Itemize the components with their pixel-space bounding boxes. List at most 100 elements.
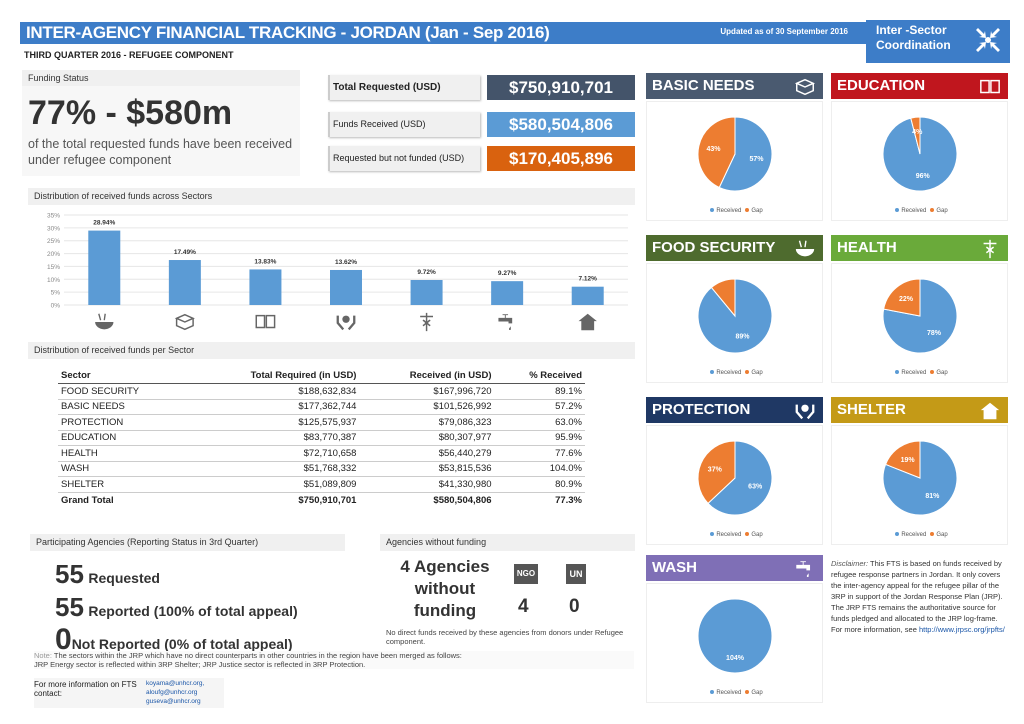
summary-value: $750,910,701 — [487, 75, 635, 100]
email-link[interactable]: koyama@unhcr.org, — [146, 680, 205, 687]
legend-gap: Gap — [751, 690, 763, 696]
bar-value-label: 7.12% — [578, 276, 597, 283]
funding-status-label: Funding Status — [22, 70, 300, 86]
grand-total-row: Grand Total $750,910,701 $580,504,806 77.3% — [58, 491, 585, 508]
pie-slice-received — [718, 116, 773, 192]
bowl-icon — [95, 313, 114, 330]
legend-gap: Gap — [751, 370, 763, 376]
coord-line1: Inter -Sector — [876, 23, 947, 37]
contact-box: For more information on FTS contact: koy… — [34, 678, 224, 708]
table-cell: FOOD SECURITY — [58, 383, 188, 400]
table-cell: BASIC NEEDS — [58, 399, 188, 415]
sector-funds-table: Sector Total Required (in USD) Received (i… — [58, 368, 585, 508]
table-row: HEALTH $72,710,658 $56,440,279 77.6% — [58, 445, 585, 462]
pie-slice-gap — [883, 278, 921, 317]
legend-gap: Gap — [936, 370, 948, 376]
total-cell: $580,504,806 — [359, 491, 495, 508]
no-funding-l1: 4 Agencies — [400, 557, 490, 576]
sector-bar-chart: 0% 5% 10% 15% 20% 25% 30% 35% 28.94% 17.49% 13.83%… — [47, 213, 628, 332]
arrows-converge-icon — [976, 28, 1000, 52]
summary-value: $170,405,896 — [487, 146, 635, 171]
pie-slice-gap — [710, 278, 736, 318]
sector-title: HEALTH — [837, 239, 897, 256]
column-header: % Received — [494, 368, 585, 384]
pie-slice-gap — [884, 440, 921, 479]
shelter-pie-card: 19% 81% Received Gap — [831, 425, 1008, 545]
table-cell: 57.2% — [494, 399, 585, 415]
legend-received: Received — [716, 532, 742, 538]
pie-slice-received — [882, 440, 958, 516]
table-header: Sector Total Required (in USD) Received (i… — [58, 368, 585, 384]
pie-slice-received — [697, 598, 773, 674]
y-tick-label: 20% — [47, 251, 60, 258]
received-label: 81% — [925, 493, 940, 500]
no-funding-note: No direct funds received by these agenci… — [386, 628, 624, 646]
tap-icon — [796, 561, 811, 578]
gap-label: 19% — [901, 457, 916, 464]
funding-status-panel: Funding Status 77% - $580m of the total … — [22, 70, 300, 176]
bar-value-label: 13.62% — [335, 259, 357, 266]
sector-title: PROTECTION — [652, 401, 751, 418]
bowl-icon — [795, 240, 815, 257]
y-tick-label: 30% — [47, 225, 60, 232]
jrpfts-link[interactable]: http://www.jrpsc.org/jrpfts/ — [918, 625, 1005, 634]
total-cell: $750,910,701 — [187, 491, 360, 508]
summary-row: Requested but not funded (USD) $170,405,8… — [328, 146, 635, 171]
y-tick-label: 10% — [47, 277, 60, 284]
education-pie-card: 4% 96% Received Gap — [831, 101, 1008, 221]
no-funding-headline: 4 Agencies without funding — [395, 556, 495, 622]
book-icon — [255, 314, 276, 329]
summary-label: Total Requested (USD) — [328, 75, 480, 100]
agencies-stats: 55 Requested 55 Reported (100% of total … — [55, 560, 298, 659]
ngo-icon: NGO — [514, 564, 538, 584]
gap-label: 37% — [708, 466, 723, 473]
y-tick-label: 0% — [51, 303, 61, 310]
requested-label: Requested — [88, 570, 160, 586]
table-cell: 89.1% — [494, 383, 585, 400]
caduceus-icon — [420, 312, 433, 332]
email-link[interactable]: aloufg@unhcr.org — [146, 689, 198, 696]
basic-needs-header: BASIC NEEDS — [646, 73, 823, 99]
table-cell: $51,768,332 — [187, 461, 360, 477]
legend-received: Received — [901, 208, 927, 214]
no-funding-l3: funding — [413, 601, 477, 620]
pie-slice-received — [707, 440, 773, 516]
pie-legend: Received Gap — [832, 370, 1007, 376]
received-label: 63% — [748, 484, 763, 491]
email-link[interactable]: guseva@unhcr.org — [146, 698, 201, 705]
updated-date: Updated as of 30 September 2016 — [720, 27, 848, 36]
bar-value-label: 13.83% — [254, 258, 276, 265]
gap-label: 43% — [707, 146, 722, 153]
table-row: BASIC NEEDS $177,362,744 $101,526,992 57.2% — [58, 399, 585, 415]
bar-chart-title: Distribution of received funds across Se… — [28, 188, 635, 205]
protection-pie-card: 37% 63% Received Gap — [646, 425, 823, 545]
summary-row: Funds Received (USD) $580,504,806 — [328, 112, 635, 137]
summary-label: Requested but not funded (USD) — [328, 146, 480, 171]
table-cell: WASH — [58, 461, 188, 477]
legend-gap: Gap — [751, 532, 763, 538]
contact-label: For more information on FTS contact: — [34, 680, 137, 698]
ngo-count: 4 — [518, 596, 529, 617]
table-cell: PROTECTION — [58, 414, 188, 431]
reported-label: Reported (100% of total appeal) — [88, 603, 298, 619]
health-header: HEALTH — [831, 235, 1008, 261]
box-icon — [794, 78, 816, 96]
summary-label: Funds Received (USD) — [328, 112, 480, 137]
house-icon — [578, 313, 597, 331]
total-cell: 77.3% — [494, 491, 585, 508]
contact-emails: koyama@unhcr.org, aloufg@unhcr.org guseva@… — [146, 679, 204, 706]
disclaimer-label: Disclaimer: — [831, 559, 869, 568]
legend-gap: Gap — [751, 208, 763, 214]
education-header: EDUCATION — [831, 73, 1008, 99]
bar-shelter — [571, 286, 604, 305]
bar-value-label: 9.27% — [498, 270, 517, 277]
summary-row: Total Requested (USD) $750,910,701 — [328, 75, 635, 100]
table-cell: $80,307,977 — [359, 430, 495, 446]
bar-wash — [491, 281, 524, 305]
bar-food-security — [88, 230, 121, 305]
table-title: Distribution of received funds per Secto… — [28, 342, 635, 359]
basic-needs-pie-card: 43% 57% Received Gap — [646, 101, 823, 221]
note-label: Note: — [34, 651, 52, 660]
sector-title: WASH — [652, 559, 697, 576]
shelter-header: SHELTER — [831, 397, 1008, 423]
